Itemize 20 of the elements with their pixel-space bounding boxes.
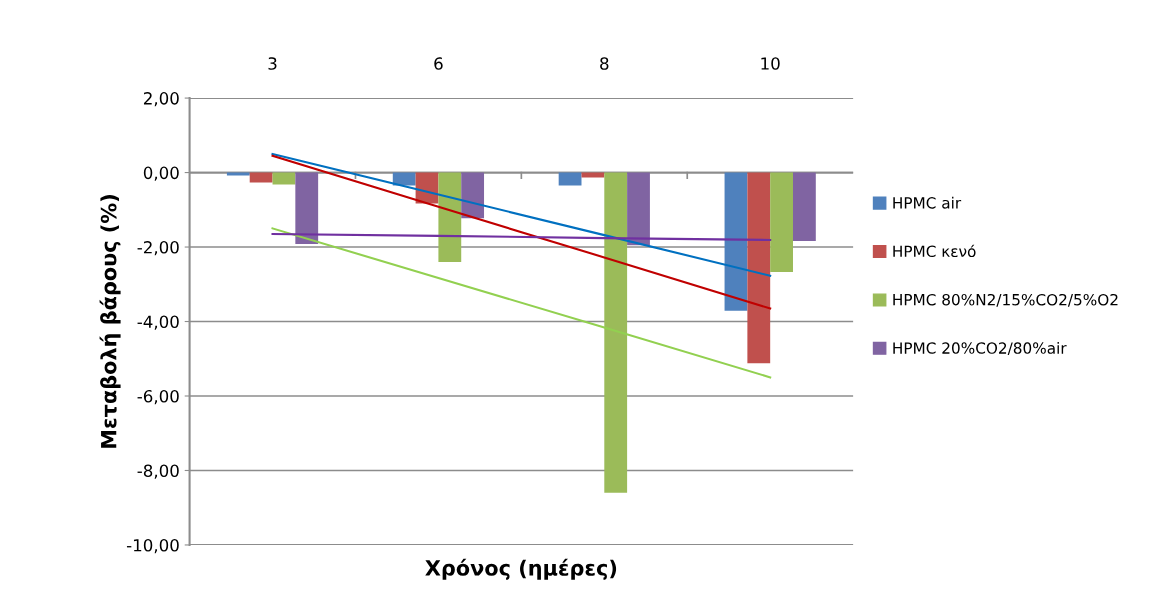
legend-label: HPMC air — [893, 196, 962, 209]
x-tick-label: 10 — [761, 57, 780, 70]
line-series — [271, 152, 772, 277]
y-tick-label: -10,00 — [126, 538, 179, 554]
x-axis-title: Χρόνος (ημέρες) — [425, 558, 617, 580]
y-tick-label: -2,00 — [137, 241, 179, 256]
line-series — [271, 154, 772, 310]
y-tick-label: -6,00 — [137, 389, 179, 405]
y-tick-label: -8,00 — [137, 464, 179, 479]
legend-label: HPMC κενό — [893, 244, 976, 258]
y-tick-label: 2,00 — [143, 92, 179, 107]
legend-label: HPMC 80%N2/15%CO2/5%O2 — [893, 293, 1118, 307]
x-tick-label: 3 — [268, 57, 277, 70]
y-tick-label: -4,00 — [137, 315, 179, 330]
x-tick-label: 6 — [434, 57, 443, 70]
legend-label: HPMC 20%CO2/80%air — [893, 342, 1067, 356]
y-tick-label: 0,00 — [143, 166, 179, 181]
line-series — [271, 227, 772, 379]
x-tick-label: 8 — [600, 57, 609, 70]
y-axis-title: Μεταβολή βάρους (%) — [99, 195, 121, 448]
